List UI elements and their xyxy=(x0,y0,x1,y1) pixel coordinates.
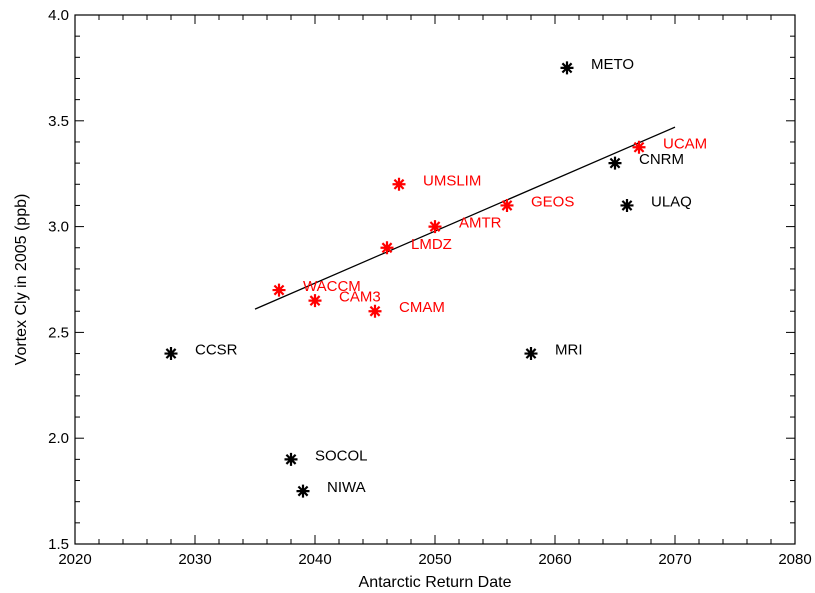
point-umslim: UMSLIM xyxy=(392,172,481,191)
point-marker xyxy=(296,484,310,498)
point-marker xyxy=(428,220,442,234)
point-label: CAM3 xyxy=(339,289,381,306)
point-label: ULAQ xyxy=(651,193,692,210)
regression-line xyxy=(254,126,676,310)
point-marker xyxy=(308,294,322,308)
point-marker xyxy=(368,304,382,318)
x-tick-label: 2050 xyxy=(418,551,451,568)
point-marker xyxy=(164,347,178,361)
point-marker xyxy=(284,452,298,466)
x-tick-label: 2020 xyxy=(58,551,91,568)
regression-line-group xyxy=(254,126,676,310)
point-label: METO xyxy=(591,56,634,73)
point-cmam: CMAM xyxy=(368,299,445,318)
point-socol: SOCOL xyxy=(284,447,368,466)
point-ulaq: ULAQ xyxy=(620,193,692,212)
axis-ticks: 2020 2030 2040 2050 2060 2070 2080 1.5 2.0 2.5 3.0… xyxy=(48,7,812,568)
point-label: UCAM xyxy=(663,135,707,152)
point-label: NIWA xyxy=(327,479,366,496)
point-label: CCSR xyxy=(195,342,238,359)
point-waccm: WACCM xyxy=(272,278,361,297)
point-label: SOCOL xyxy=(315,447,368,464)
point-label: AMTR xyxy=(459,215,502,232)
point-niwa: NIWA xyxy=(296,479,366,498)
point-lmdz: LMDZ xyxy=(380,236,452,255)
point-label: WACCM xyxy=(303,278,361,295)
point-marker xyxy=(620,198,634,212)
point-marker xyxy=(500,198,514,212)
point-marker xyxy=(272,283,286,297)
point-label: GEOS xyxy=(531,193,574,210)
data-points: METOUCAMCNRMULAQUMSLIMGEOSAMTRLMDZWACCMC… xyxy=(164,56,707,498)
point-marker xyxy=(608,156,622,170)
y-tick-label: 2.5 xyxy=(48,324,69,341)
point-label: CNRM xyxy=(639,151,684,168)
y-tick-label: 2.0 xyxy=(48,430,69,447)
x-tick-label: 2070 xyxy=(658,551,691,568)
point-label: UMSLIM xyxy=(423,172,481,189)
y-axis-label: Vortex Cly in 2005 (ppb) xyxy=(13,194,30,366)
point-meto: METO xyxy=(560,56,634,75)
plot-frame xyxy=(74,14,796,545)
x-axis-label: Antarctic Return Date xyxy=(359,574,512,591)
x-tick-label: 2040 xyxy=(298,551,331,568)
point-label: LMDZ xyxy=(411,236,452,253)
x-tick-label: 2060 xyxy=(538,551,571,568)
point-ccsr: CCSR xyxy=(164,342,238,361)
point-cam3: CAM3 xyxy=(308,289,381,308)
y-tick-label: 3.5 xyxy=(48,113,69,130)
point-marker xyxy=(632,140,646,154)
point-amtr: AMTR xyxy=(428,215,502,234)
point-marker xyxy=(524,347,538,361)
y-tick-label: 3.0 xyxy=(48,219,69,236)
point-label: CMAM xyxy=(399,299,445,316)
point-label: MRI xyxy=(555,342,583,359)
point-mri: MRI xyxy=(524,342,583,361)
point-ucam: UCAM xyxy=(632,135,707,154)
point-marker xyxy=(392,177,406,191)
point-geos: GEOS xyxy=(500,193,574,212)
y-tick-label: 4.0 xyxy=(48,7,69,24)
point-marker xyxy=(560,61,574,75)
x-tick-label: 2030 xyxy=(178,551,211,568)
x-tick-label: 2080 xyxy=(778,551,811,568)
point-marker xyxy=(380,241,394,255)
y-tick-label: 1.5 xyxy=(48,536,69,553)
point-cnrm: CNRM xyxy=(608,151,684,170)
